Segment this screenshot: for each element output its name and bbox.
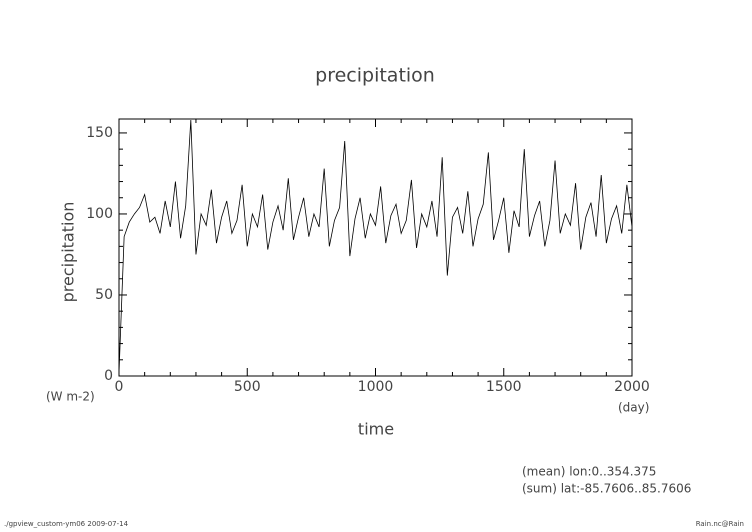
x-tick-label: 500 [234, 379, 261, 395]
x-axis-label: time [358, 420, 394, 439]
y-axis-label: precipitation [59, 202, 78, 303]
y-tick-label: 150 [86, 125, 113, 141]
x-tick-label: 2000 [614, 379, 650, 395]
y-tick-label: 100 [86, 206, 113, 222]
x-tick-label: 0 [115, 379, 124, 395]
y-units: (W m-2) [46, 390, 95, 404]
y-tick-label: 50 [95, 287, 113, 303]
x-tick-label: 1500 [486, 379, 522, 395]
chart-title: precipitation [315, 65, 435, 87]
x-units: (day) [618, 401, 649, 415]
x-tick-label: 1000 [358, 379, 394, 395]
data-line [118, 119, 633, 373]
footer: Rain.nc@Rain [696, 520, 744, 528]
y-tick-label: 0 [104, 368, 113, 384]
annotation: (mean) lon:0..354.375 [522, 465, 656, 479]
footer: ./gpview_custom-ym06 2009-07-14 [4, 520, 129, 528]
annotation: (sum) lat:-85.7606..85.7606 [522, 482, 691, 496]
